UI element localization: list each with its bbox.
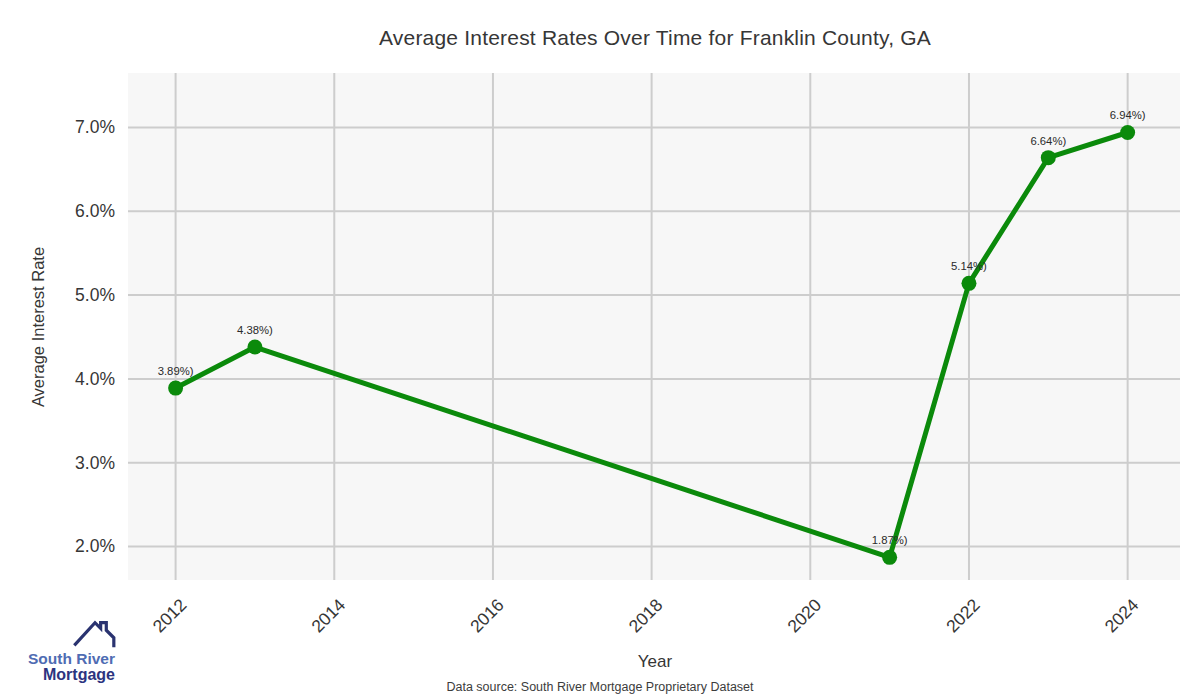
y-tick-label: 2.0% xyxy=(75,536,115,556)
x-tick-label: 2016 xyxy=(466,595,508,637)
chart-page: Average Interest Rates Over Time for Fra… xyxy=(0,0,1200,700)
data-point xyxy=(1041,150,1056,165)
data-point xyxy=(882,550,897,565)
x-tick-label: 2012 xyxy=(149,595,191,637)
y-tick-label: 5.0% xyxy=(75,285,115,305)
y-axis-title: Average Interest Rate xyxy=(29,247,48,407)
data-point xyxy=(961,276,976,291)
x-tick-label: 2024 xyxy=(1101,595,1143,637)
x-tick-label: 2014 xyxy=(307,595,349,637)
y-tick-label: 3.0% xyxy=(75,453,115,473)
y-tick-label: 6.0% xyxy=(75,201,115,221)
logo-text-line1: South River xyxy=(25,651,115,667)
data-point-label: 5.14%) xyxy=(951,260,987,272)
data-point xyxy=(247,340,262,355)
y-tick-label: 4.0% xyxy=(75,369,115,389)
data-point-label: 3.89%) xyxy=(158,365,194,377)
logo-text-line2: Mortgage xyxy=(25,667,115,684)
data-point xyxy=(168,381,183,396)
data-point-label: 6.64%) xyxy=(1030,135,1066,147)
brand-logo: South River Mortgage xyxy=(25,618,115,684)
data-point-label: 1.87%) xyxy=(872,534,908,546)
x-axis-title: Year xyxy=(130,652,1180,672)
data-point-label: 4.38%) xyxy=(237,324,273,336)
data-point-label: 6.94%) xyxy=(1110,109,1146,121)
y-tick-label: 7.0% xyxy=(75,117,115,137)
x-tick-label: 2022 xyxy=(942,595,984,637)
x-tick-label: 2018 xyxy=(625,595,667,637)
line-chart: 2012 2014 2016 2018 2020 2022 2024 2.0% 3.0% 4.0%… xyxy=(0,0,1200,700)
x-tick-label: 2020 xyxy=(783,595,825,637)
data-point xyxy=(1120,125,1135,140)
plot-area xyxy=(128,73,1180,580)
house-roof-icon xyxy=(71,618,119,650)
data-source-caption: Data source: South River Mortgage Propri… xyxy=(0,680,1200,694)
